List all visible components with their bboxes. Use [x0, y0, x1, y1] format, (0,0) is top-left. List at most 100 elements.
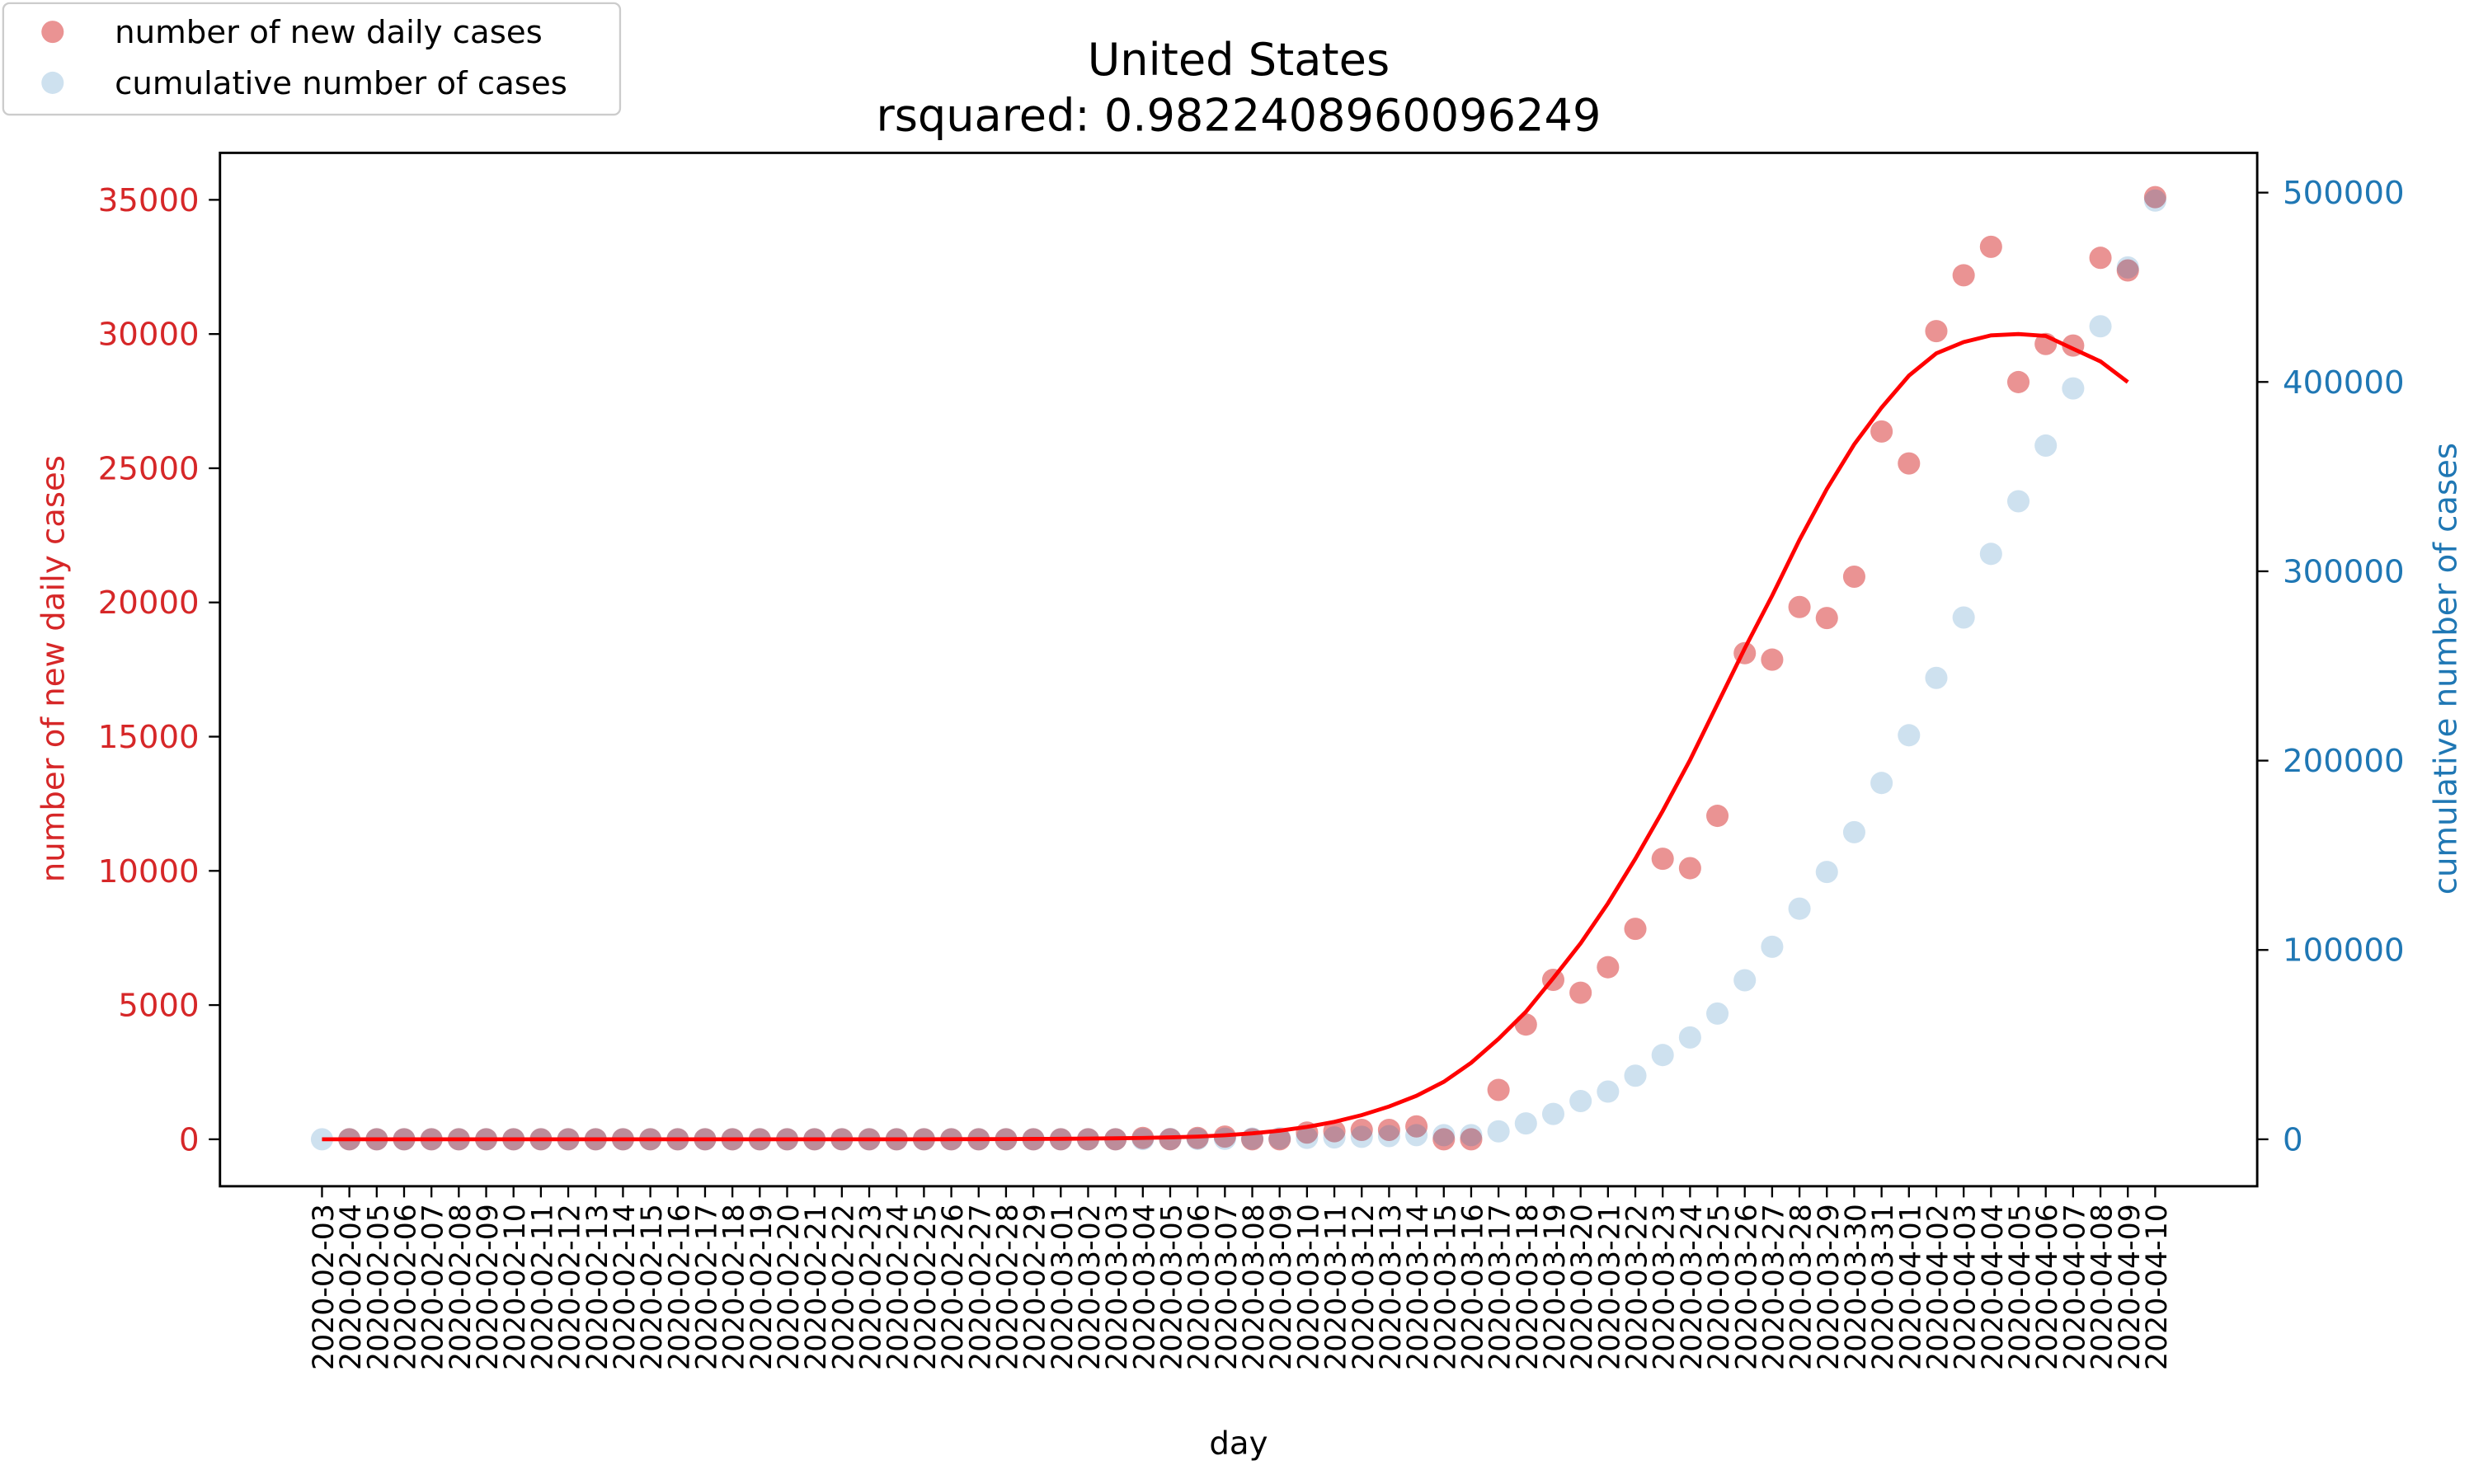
scatter-point — [1898, 452, 1921, 475]
x-tick-label: 2020-03-27 — [1757, 1204, 1790, 1370]
x-tick-label: 2020-04-07 — [2058, 1204, 2091, 1370]
x-tick-label: 2020-03-19 — [1539, 1204, 1572, 1370]
scatter-point — [1487, 1120, 1510, 1143]
x-tick-label: 2020-03-30 — [1840, 1204, 1873, 1370]
x-tick-label: 2020-02-21 — [800, 1204, 833, 1370]
y-tick-label: 0 — [179, 1121, 200, 1158]
x-tick-label: 2020-02-24 — [882, 1204, 915, 1370]
scatter-point — [2143, 186, 2166, 209]
x-tick-label: 2020-03-02 — [1074, 1204, 1107, 1370]
scatter-point — [1842, 565, 1865, 588]
chart-subtitle: rsquared: 0.9822408960096249 — [876, 89, 1601, 141]
scatter-point — [1350, 1118, 1373, 1141]
x-tick-label: 2020-03-17 — [1484, 1204, 1517, 1370]
scatter-point — [1569, 981, 1592, 1004]
x-tick-label: 2020-03-29 — [1813, 1204, 1846, 1370]
x-tick-label: 2020-03-05 — [1156, 1204, 1189, 1370]
x-tick-label: 2020-03-14 — [1402, 1204, 1435, 1370]
x-tick-label: 2020-02-22 — [827, 1204, 860, 1370]
x-tick-label: 2020-03-08 — [1238, 1204, 1271, 1370]
scatter-point — [1870, 772, 1893, 795]
scatter-point — [1979, 542, 2002, 566]
legend-box — [2, 2, 622, 116]
x-tick-label: 2020-03-03 — [1101, 1204, 1134, 1370]
y-tick-label: 20000 — [98, 585, 200, 622]
scatter-point — [1898, 724, 1921, 747]
scatter-point — [1213, 1127, 1236, 1150]
y-axis-label: number of new daily cases — [35, 455, 72, 882]
x-tick-label: 2020-04-10 — [2141, 1204, 2174, 1370]
scatter-point — [1323, 1126, 1346, 1149]
x-tick-label: 2020-03-01 — [1047, 1204, 1079, 1370]
scatter-point — [2006, 490, 2030, 513]
x-tick-label: 2020-03-18 — [1512, 1204, 1545, 1370]
x-tick-label: 2020-03-26 — [1730, 1204, 1763, 1370]
chart-title: United States — [1088, 34, 1390, 86]
x-tick-label: 2020-04-08 — [2086, 1204, 2119, 1370]
scatter-point — [1186, 1127, 1209, 1150]
scatter-point — [1460, 1124, 1483, 1147]
scatter-point — [1541, 1102, 1565, 1125]
x-tick-label: 2020-04-02 — [1921, 1204, 1954, 1370]
x-tick-label: 2020-03-20 — [1566, 1204, 1599, 1370]
scatter-point — [1733, 969, 1757, 992]
scatter-point — [1925, 666, 1948, 689]
scatter-point — [2116, 259, 2139, 282]
scatter-point — [1377, 1125, 1400, 1148]
x-tick-label: 2020-04-09 — [2114, 1204, 2147, 1370]
y2-axis-label: cumulative number of cases — [2428, 443, 2465, 895]
x-tick-label: 2020-02-29 — [1019, 1204, 1052, 1370]
scatter-point — [1350, 1125, 1373, 1148]
scatter-point — [1952, 606, 1975, 629]
plot-frame — [219, 151, 2259, 1188]
x-tick-label: 2020-02-19 — [745, 1204, 778, 1370]
y2-tick-label: 100000 — [2283, 932, 2405, 970]
y2-tick-label: 500000 — [2283, 175, 2405, 212]
y2-tick-label: 300000 — [2283, 553, 2405, 590]
x-tick-label: 2020-03-15 — [1429, 1204, 1462, 1370]
y-tick-label: 5000 — [118, 988, 199, 1025]
x-tick-label: 2020-02-09 — [472, 1204, 505, 1370]
scatter-point — [1432, 1128, 1456, 1151]
scatter-point — [1815, 607, 1838, 630]
y2-tick-label: 200000 — [2283, 743, 2405, 780]
x-tick-label: 2020-03-10 — [1292, 1204, 1325, 1370]
scatter-point — [1678, 1026, 1701, 1049]
x-tick-label: 2020-02-13 — [581, 1204, 614, 1370]
x-tick-label: 2020-02-20 — [773, 1204, 806, 1370]
y-tick-label: 35000 — [98, 182, 200, 219]
scatter-point — [1460, 1128, 1483, 1151]
scatter-point — [1842, 820, 1865, 843]
x-tick-label: 2020-04-03 — [1950, 1204, 1982, 1370]
scatter-point — [1597, 956, 1620, 979]
scatter-point — [1706, 1002, 1729, 1025]
x-tick-label: 2020-02-16 — [663, 1204, 696, 1370]
scatter-point — [1487, 1078, 1510, 1101]
scatter-point — [1870, 420, 1893, 443]
scatter-point — [1761, 648, 1784, 671]
scatter-point — [1268, 1128, 1291, 1151]
scatter-point — [1569, 1089, 1592, 1113]
y-tick-label: 25000 — [98, 450, 200, 487]
y2-tick-label: 400000 — [2283, 364, 2405, 402]
scatter-point — [1323, 1120, 1346, 1143]
x-tick-label: 2020-03-31 — [1867, 1204, 1900, 1370]
x-tick-label: 2020-03-25 — [1703, 1204, 1736, 1370]
scatter-point — [2006, 370, 2030, 393]
x-axis-label: day — [1209, 1425, 1268, 1462]
scatter-point — [1788, 595, 1811, 618]
legend-label: number of new daily cases — [115, 14, 543, 51]
x-tick-label: 2020-03-22 — [1621, 1204, 1654, 1370]
x-tick-label: 2020-03-07 — [1211, 1204, 1244, 1370]
x-tick-label: 2020-02-10 — [499, 1204, 532, 1370]
legend-marker — [41, 71, 64, 94]
fit-line — [322, 331, 2129, 1142]
legend-marker — [41, 21, 64, 44]
x-tick-label: 2020-02-12 — [554, 1204, 587, 1370]
x-tick-label: 2020-03-24 — [1676, 1204, 1709, 1370]
x-tick-label: 2020-02-14 — [609, 1204, 642, 1370]
x-tick-label: 2020-03-21 — [1593, 1204, 1626, 1370]
x-tick-label: 2020-02-18 — [718, 1204, 751, 1370]
x-tick-label: 2020-02-07 — [417, 1204, 450, 1370]
